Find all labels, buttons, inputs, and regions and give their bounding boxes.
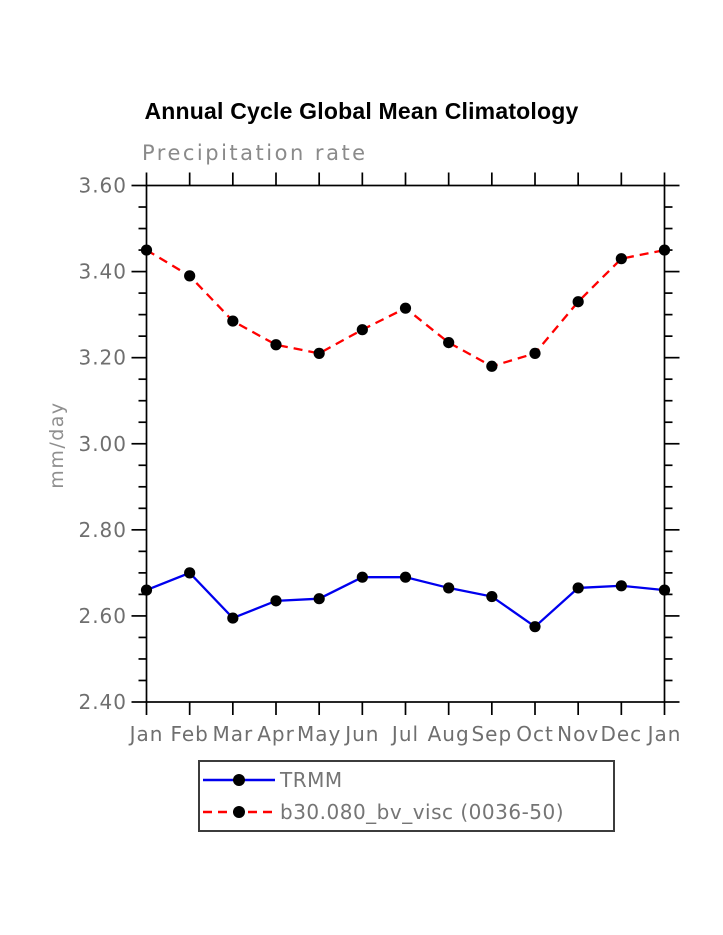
legend-line-sample-model — [203, 806, 275, 819]
x-tick-label: Jan — [646, 722, 682, 746]
y-tick-label: 2.80 — [78, 518, 127, 542]
series-trmm — [140, 567, 671, 633]
data-point-marker — [270, 595, 282, 607]
data-point-marker — [227, 315, 239, 327]
y-tick-label: 3.00 — [78, 432, 127, 456]
data-point-marker — [356, 324, 368, 336]
x-tick-label: Oct — [516, 722, 554, 746]
data-point-marker — [184, 567, 196, 579]
y-tick-label: 3.20 — [78, 346, 127, 370]
data-point-marker — [399, 302, 412, 314]
x-tick-label: Jul — [390, 722, 419, 746]
chart-title: Annual Cycle Global Mean Climatology — [144, 98, 579, 124]
data-point-marker — [313, 347, 325, 359]
x-tick-label: Feb — [170, 722, 208, 746]
data-point-marker — [184, 270, 196, 282]
y-tick-label: 2.60 — [78, 604, 127, 628]
chart-subtitle: Precipitation rate — [142, 141, 368, 165]
y-tick-label: 3.40 — [78, 260, 127, 284]
legend: TRMM b30.080_bv_visc (0036-50) — [198, 760, 615, 832]
data-point-marker — [615, 580, 627, 592]
x-tick-label: Nov — [557, 722, 599, 746]
legend-line-sample-trmm — [203, 773, 275, 786]
x-tick-label: Jan — [128, 722, 164, 746]
data-point-marker — [529, 347, 541, 359]
legend-marker-icon — [233, 773, 245, 786]
data-point-marker — [140, 244, 153, 256]
x-tick-labels: Jan Feb Mar Apr May Jun Jul Aug Sep Oct Nov Dec Jan — [128, 722, 682, 746]
data-point-marker — [140, 584, 153, 596]
x-tick-label: Jun — [343, 722, 379, 746]
data-point-marker — [486, 590, 498, 603]
x-axis-ticks — [145, 172, 666, 715]
data-point-marker — [443, 337, 455, 349]
data-point-marker — [443, 582, 455, 594]
x-tick-label: Mar — [212, 722, 253, 746]
data-point-marker — [399, 571, 412, 583]
data-point-marker — [572, 296, 584, 308]
data-point-marker — [658, 244, 671, 256]
data-point-marker — [658, 584, 671, 596]
y-axis-ticks — [131, 184, 680, 703]
data-point-marker — [615, 253, 627, 265]
data-point-marker — [486, 360, 498, 372]
x-tick-label: Sep — [471, 722, 512, 746]
y-tick-labels: 3.60 3.40 3.20 3.00 2.80 2.60 2.40 — [78, 174, 127, 715]
legend-item-trmm: TRMM — [200, 765, 613, 795]
data-point-marker — [356, 571, 368, 583]
y-tick-label: 2.40 — [78, 690, 127, 714]
legend-label-model: b30.080_bv_visc (0036-50) — [280, 800, 565, 825]
legend-item-model: b30.080_bv_visc (0036-50) — [200, 797, 613, 827]
data-point-marker — [313, 593, 325, 605]
data-point-marker — [572, 582, 584, 594]
x-tick-label: Apr — [257, 722, 295, 746]
legend-marker-icon — [233, 806, 245, 819]
x-tick-label: Dec — [600, 722, 642, 746]
x-tick-label: Aug — [428, 722, 470, 746]
series-model — [140, 244, 671, 372]
x-tick-label: May — [297, 722, 341, 746]
data-point-marker — [227, 612, 239, 624]
plot-frame — [145, 184, 666, 703]
data-point-marker — [270, 339, 282, 351]
legend-label-trmm: TRMM — [280, 767, 343, 792]
y-tick-label: 3.60 — [78, 174, 127, 198]
data-point-marker — [529, 621, 541, 633]
